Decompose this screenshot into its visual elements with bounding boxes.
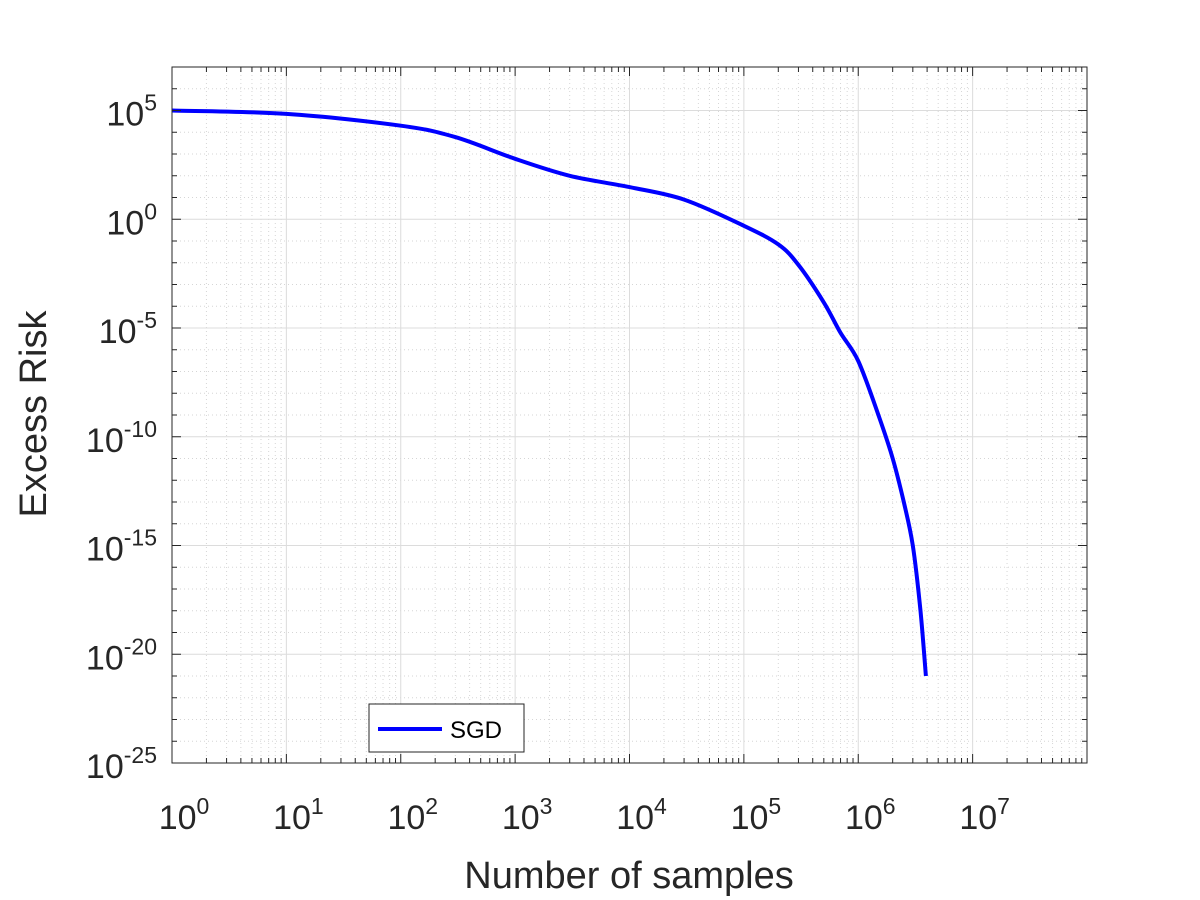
- x-tick-label: 105: [731, 793, 782, 837]
- series-line-sgd: [171, 108, 928, 677]
- y-axis-label: Excess Risk: [13, 310, 55, 518]
- y-tick-labels: 105 100 10-5 10-10 10-15 10-20 10-25: [86, 90, 157, 787]
- x-tick-label: 101: [273, 793, 324, 837]
- major-grid: [172, 67, 1087, 763]
- y-tick-label: 10-5: [99, 307, 157, 351]
- y-tick-label: 105: [106, 90, 157, 134]
- x-axis-label: Number of samples: [464, 855, 793, 897]
- axis-ticks: [171, 67, 1087, 764]
- x-tick-label: 103: [502, 793, 553, 837]
- y-tick-label: 10-25: [86, 742, 157, 786]
- x-tick-label: 102: [387, 793, 438, 837]
- y-tick-label: 100: [106, 198, 157, 242]
- x-tick-label: 100: [159, 793, 210, 837]
- y-tick-label: 10-15: [86, 525, 157, 569]
- y-tick-label: 10-10: [86, 416, 157, 460]
- legend-label-sgd: SGD: [450, 717, 502, 744]
- legend[interactable]: SGD: [368, 703, 525, 753]
- series-layer: [171, 108, 928, 677]
- x-tick-label: 106: [845, 793, 896, 837]
- x-tick-label: 107: [959, 793, 1010, 837]
- minor-grid: [172, 67, 1087, 763]
- x-tick-labels: 100 101 102 103 104 105 106 107: [159, 793, 1010, 837]
- x-tick-label: 104: [616, 793, 667, 837]
- y-tick-label: 10-20: [86, 633, 157, 677]
